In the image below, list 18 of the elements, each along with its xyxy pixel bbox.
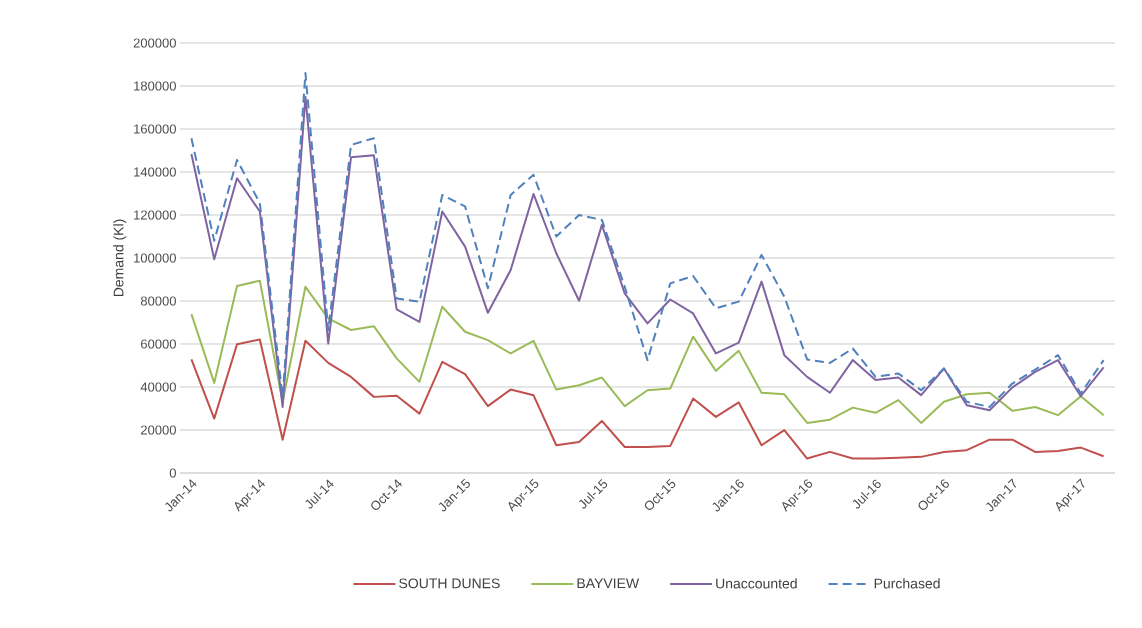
y-tick-label: 160000 [134, 124, 176, 134]
y-tick-label: 0 [169, 468, 176, 478]
y-tick-label: 120000 [134, 210, 176, 220]
y-tick-label: 140000 [134, 167, 176, 177]
y-tick-label: 20000 [141, 425, 176, 435]
legend-label: SOUTH DUNES [399, 578, 500, 589]
legend-label: BAYVIEW [577, 578, 640, 589]
y-tick-label: 200000 [133, 38, 176, 48]
legend-label: Purchased [874, 578, 940, 589]
y-tick-label: 80000 [140, 296, 176, 306]
line-series [190, 338, 1105, 460]
legend-label: Unaccounted [716, 578, 797, 589]
y-tick-label: 40000 [140, 382, 176, 392]
y-tick-label: 60000 [141, 339, 176, 349]
line-series [190, 279, 1105, 424]
y-tick-label: 180000 [134, 81, 176, 91]
y-tick-label: 100000 [134, 253, 176, 263]
y-axis-title: Demand (Kl) [113, 219, 127, 297]
